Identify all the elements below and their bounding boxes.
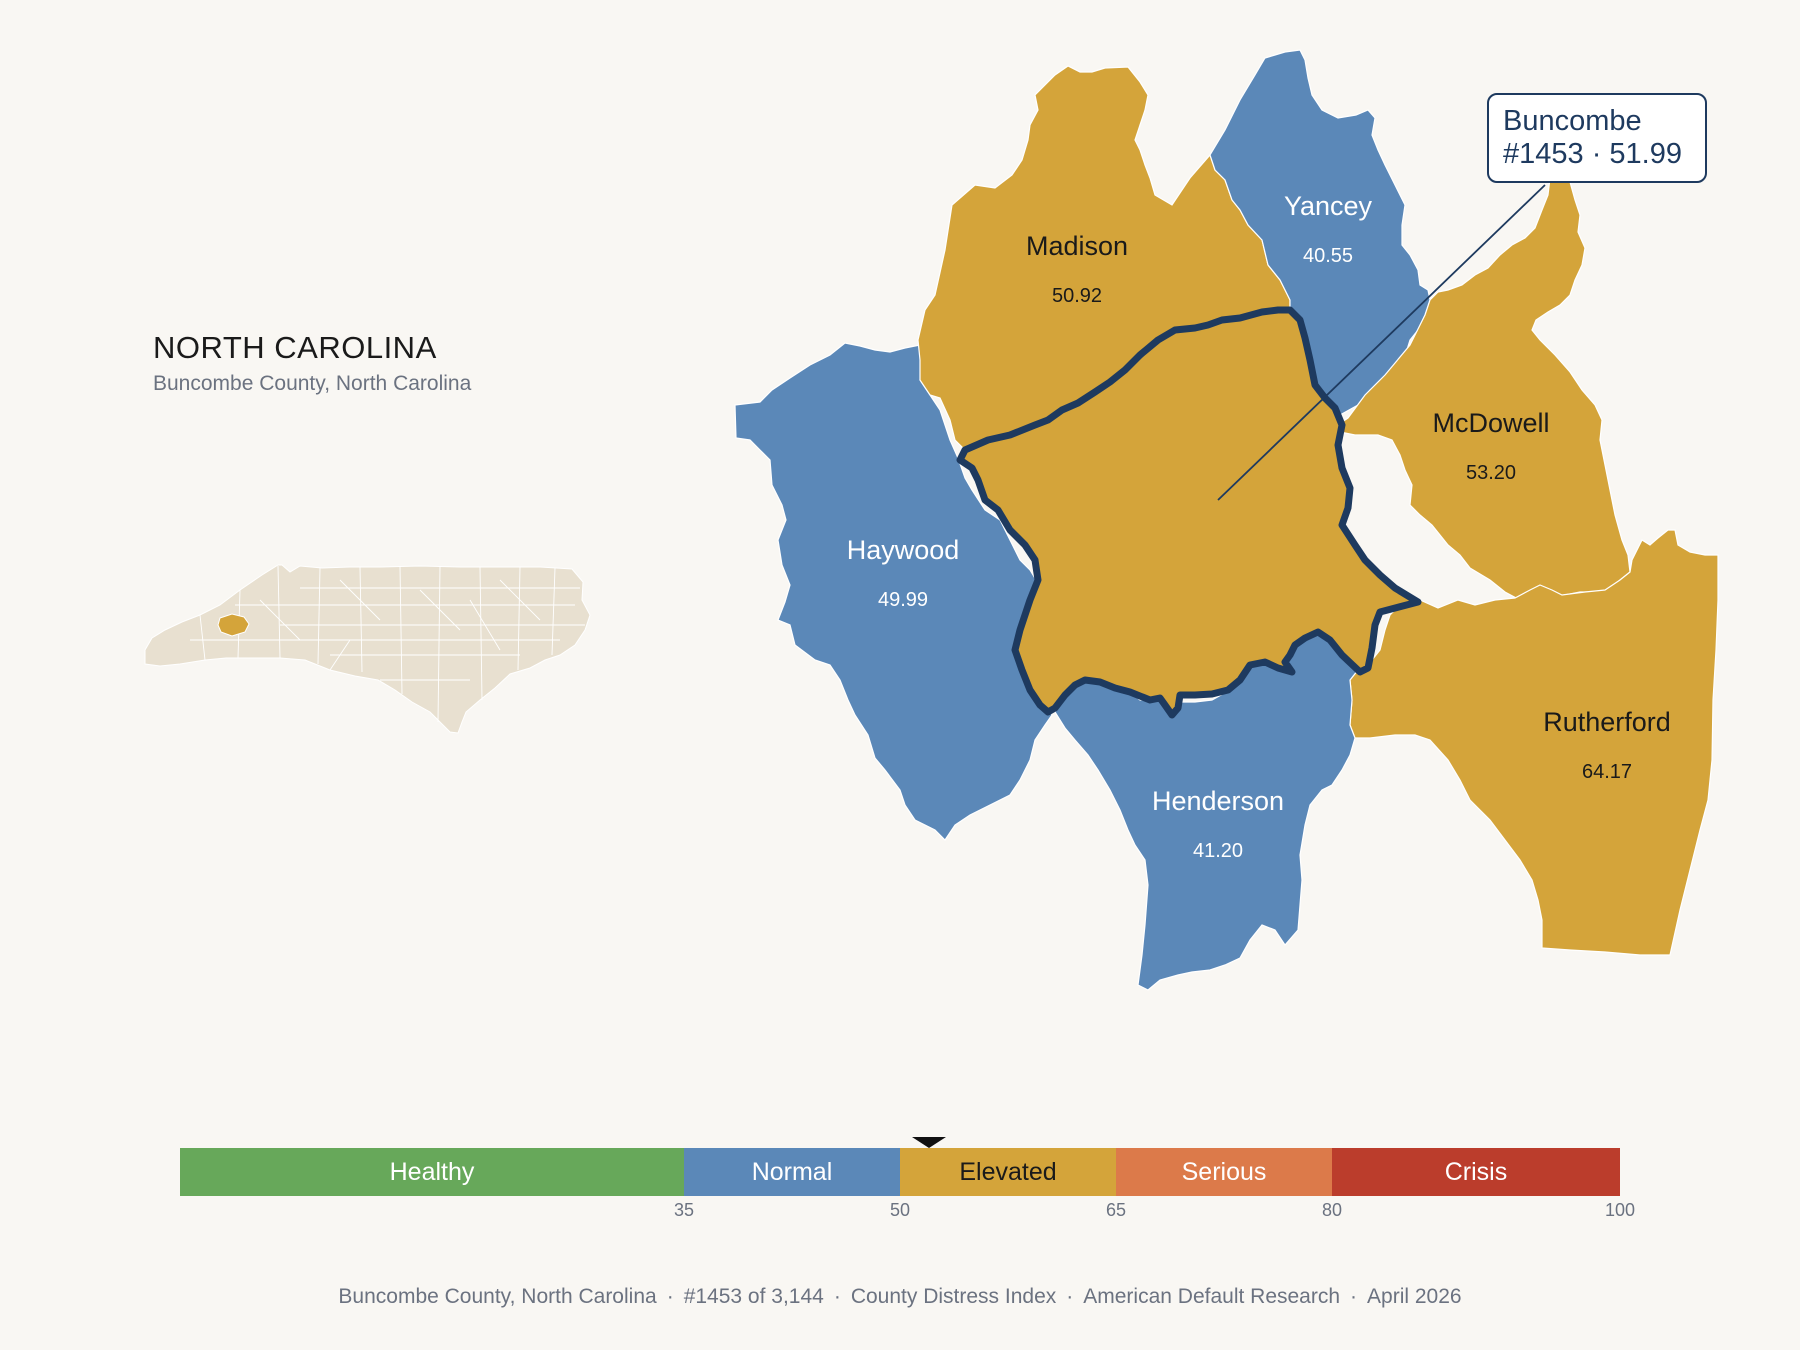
- footer-county: Buncombe County, North Carolina: [338, 1285, 657, 1308]
- county-rutherford[interactable]: [1349, 529, 1719, 956]
- footer-index-name: County Distress Index: [850, 1285, 1057, 1308]
- counties: [734, 49, 1719, 991]
- county-label-mcdowell: McDowell: [1432, 408, 1549, 438]
- footer-publisher: American Default Research: [1083, 1285, 1341, 1308]
- county-label-henderson: Henderson: [1152, 786, 1284, 816]
- county-value-yancey: 40.55: [1303, 245, 1353, 267]
- footer-separator: ·: [833, 1285, 841, 1308]
- callout-rank-value: #1453 · 51.99: [1503, 138, 1682, 170]
- county-labels: Madison 50.92 Yancey 40.55 McDowell 53.2…: [847, 191, 1671, 862]
- legend-bar: Healthy Normal Elevated Serious Crisis: [180, 1148, 1620, 1196]
- county-label-rutherford: Rutherford: [1543, 707, 1671, 737]
- county-value-haywood: 49.99: [878, 589, 928, 611]
- county-label-madison: Madison: [1026, 231, 1128, 261]
- callout-county-name: Buncombe: [1503, 105, 1642, 137]
- county-label-yancey: Yancey: [1284, 191, 1373, 221]
- state-subtitle: Buncombe County, North Carolina: [153, 372, 472, 395]
- legend-tick-100: 100: [1604, 1200, 1636, 1220]
- inset-north-carolina-shape: [144, 564, 591, 734]
- county-value-rutherford: 64.17: [1582, 761, 1632, 783]
- footer-rank: #1453 of 3,144: [683, 1285, 824, 1308]
- legend-tick-80: 80: [1321, 1200, 1343, 1220]
- county-yancey[interactable]: [1209, 49, 1431, 416]
- county-label-haywood: Haywood: [847, 535, 960, 565]
- county-buncombe[interactable]: [956, 306, 1422, 719]
- inset-state-map: [144, 564, 591, 734]
- legend-segment-serious: Serious: [1116, 1148, 1332, 1196]
- county-henderson[interactable]: [1054, 631, 1373, 991]
- legend-tick-50: 50: [889, 1200, 911, 1220]
- legend-segment-crisis: Crisis: [1332, 1148, 1620, 1196]
- county-value-henderson: 41.20: [1193, 840, 1243, 862]
- score-marker: [911, 1137, 946, 1148]
- callout-leader-line: [1217, 184, 1546, 501]
- footer-separator: ·: [1350, 1285, 1358, 1308]
- county-value-madison: 50.92: [1052, 285, 1102, 307]
- inset-county-lines: [190, 565, 585, 723]
- legend-tick-35: 35: [673, 1200, 695, 1220]
- legend-segment-normal: Normal: [684, 1148, 900, 1196]
- legend-segment-elevated: Elevated: [900, 1148, 1116, 1196]
- inset-buncombe-highlight: [217, 613, 250, 637]
- state-title: NORTH CAROLINA: [153, 330, 437, 365]
- footer: Buncombe County, North Carolina · #1453 of…: [0, 1285, 1800, 1309]
- county-mcdowell[interactable]: [1328, 174, 1631, 606]
- footer-date: April 2026: [1367, 1285, 1462, 1308]
- county-value-mcdowell: 53.20: [1466, 462, 1516, 484]
- buncombe-callout: Buncombe #1453 · 51.99: [1487, 93, 1707, 183]
- legend-segment-healthy: Healthy: [180, 1148, 684, 1196]
- footer-separator: ·: [1066, 1285, 1074, 1308]
- footer-separator: ·: [666, 1285, 674, 1308]
- legend-tick-65: 65: [1105, 1200, 1127, 1220]
